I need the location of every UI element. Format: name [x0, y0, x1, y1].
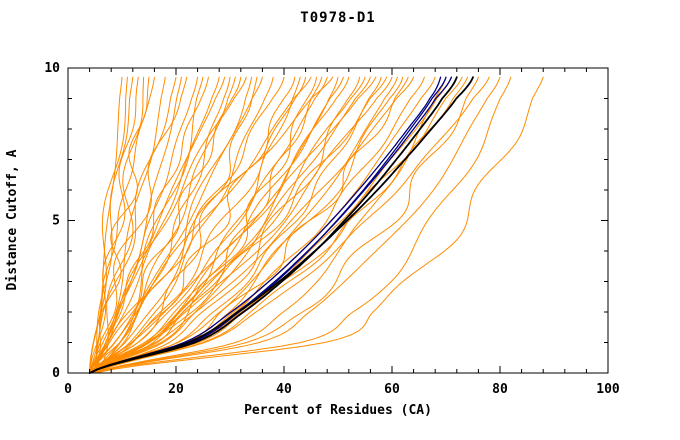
x-axis-label: Percent of Residues (CA): [244, 403, 432, 418]
orange-model-curve: [94, 76, 469, 374]
x-tick-label: 40: [276, 382, 292, 397]
y-tick-label: 5: [52, 214, 60, 229]
orange-model-curve: [94, 76, 123, 374]
orange-model-curve: [89, 76, 452, 374]
orange-model-curve: [94, 76, 296, 374]
orange-model-curve: [89, 76, 128, 374]
black-model-curve: [88, 76, 474, 374]
chart-title: T0978-D1: [300, 10, 375, 26]
orange-model-curve: [89, 76, 139, 374]
orange-model-curve: [89, 76, 177, 374]
orange-model-curve: [94, 76, 204, 374]
orange-model-curve: [94, 76, 188, 374]
y-tick-label: 10: [44, 61, 60, 76]
orange-model-curve: [99, 76, 236, 374]
orange-model-curve: [94, 76, 409, 374]
blue-model-curve: [88, 76, 442, 374]
orange-model-curve: [89, 76, 323, 374]
orange-model-curve: [94, 76, 209, 374]
orange-model-curve: [89, 76, 226, 374]
orange-model-curve: [94, 76, 544, 374]
orange-model-curve: [94, 76, 479, 374]
orange-model-curve: [89, 76, 199, 374]
orange-model-curve: [94, 76, 339, 374]
x-tick-label: 100: [596, 382, 620, 397]
y-tick-label: 0: [52, 366, 60, 381]
orange-model-curve: [94, 76, 334, 374]
black-model-curve: [88, 76, 458, 374]
orange-model-curve: [89, 76, 388, 374]
orange-model-curve: [89, 76, 512, 374]
orange-model-curve: [89, 76, 398, 374]
orange-model-curve: [94, 76, 134, 374]
orange-model-curve: [99, 76, 145, 374]
orange-model-curve: [94, 76, 301, 374]
orange-model-curve: [89, 76, 263, 374]
orange-model-curve: [89, 76, 415, 374]
x-tick-label: 0: [64, 382, 72, 397]
orange-model-curve: [89, 76, 307, 374]
orange-model-curve: [89, 76, 258, 374]
orange-model-curve: [89, 76, 242, 374]
orange-model-curve: [89, 76, 350, 374]
orange-model-curve: [89, 76, 328, 374]
orange-model-curve: [94, 76, 253, 374]
orange-model-curve: [94, 76, 447, 374]
y-axis-label: Distance Cutoff, A: [5, 149, 20, 290]
orange-model-curve: [94, 76, 366, 374]
orange-model-curve: [89, 76, 377, 374]
x-tick-label: 60: [384, 382, 400, 397]
orange-model-curve: [94, 76, 344, 374]
curve-lines: [88, 76, 544, 374]
orange-model-curve: [94, 76, 501, 374]
orange-model-curve: [89, 76, 182, 374]
axes-and-ticks: 0 20 40 60 80 100 0 5 10: [44, 61, 620, 397]
orange-model-curve: [89, 76, 393, 374]
x-tick-label: 20: [168, 382, 184, 397]
orange-model-curve: [89, 76, 312, 374]
orange-model-curve: [89, 76, 220, 374]
orange-model-curve: [94, 76, 274, 374]
x-tick-label: 80: [492, 382, 508, 397]
orange-model-curve: [89, 76, 490, 374]
